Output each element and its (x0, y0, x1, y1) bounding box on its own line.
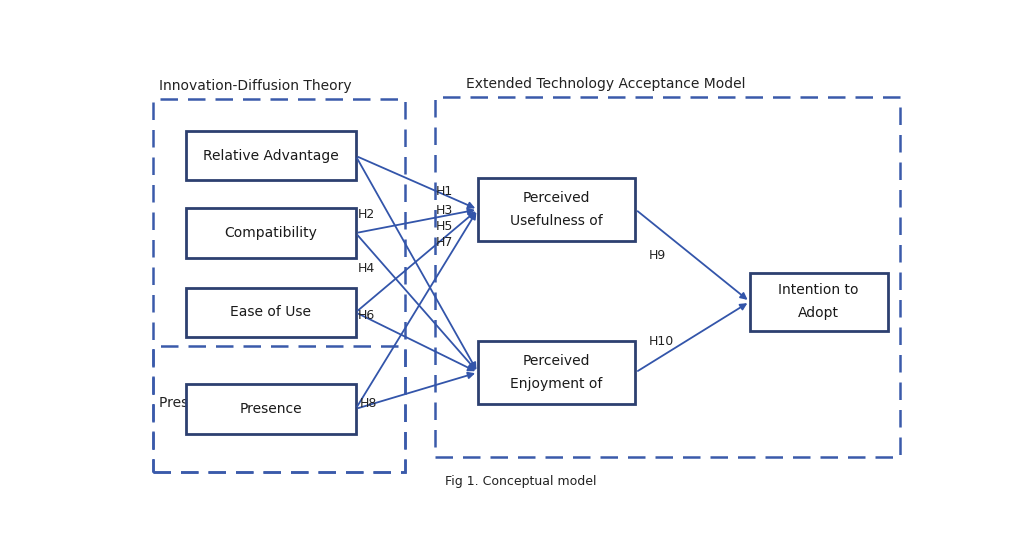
FancyBboxPatch shape (186, 131, 356, 180)
Bar (154, 345, 406, 472)
Text: Perceived
Enjoyment of: Perceived Enjoyment of (511, 354, 603, 391)
Bar (434, 97, 900, 457)
Text: H7: H7 (436, 236, 454, 249)
Text: H9: H9 (649, 249, 666, 262)
Text: Perceived
Usefulness of: Perceived Usefulness of (511, 191, 603, 228)
Text: H6: H6 (357, 309, 374, 322)
Text: Presence Concept: Presence Concept (159, 396, 283, 410)
Text: H1: H1 (436, 185, 454, 198)
FancyBboxPatch shape (750, 273, 888, 331)
FancyBboxPatch shape (186, 288, 356, 337)
FancyBboxPatch shape (186, 384, 356, 433)
FancyBboxPatch shape (186, 208, 356, 258)
Bar (154, 99, 406, 472)
Text: H10: H10 (649, 335, 674, 348)
Text: H8: H8 (360, 397, 377, 410)
Text: Intention to
Adopt: Intention to Adopt (778, 284, 859, 320)
Text: Ease of Use: Ease of Use (231, 305, 311, 319)
Text: H5: H5 (436, 220, 454, 233)
Text: H3: H3 (436, 204, 454, 217)
Text: Presence: Presence (240, 402, 302, 416)
FancyBboxPatch shape (478, 178, 636, 241)
Text: Relative Advantage: Relative Advantage (203, 149, 339, 163)
Text: Compatibility: Compatibility (225, 226, 317, 240)
Text: Innovation-Diffusion Theory: Innovation-Diffusion Theory (159, 79, 351, 92)
Text: H4: H4 (357, 262, 374, 275)
FancyBboxPatch shape (478, 341, 636, 403)
Text: Extended Technology Acceptance Model: Extended Technology Acceptance Model (466, 77, 745, 91)
Text: H2: H2 (357, 208, 374, 221)
Text: Fig 1. Conceptual model: Fig 1. Conceptual model (445, 475, 597, 488)
